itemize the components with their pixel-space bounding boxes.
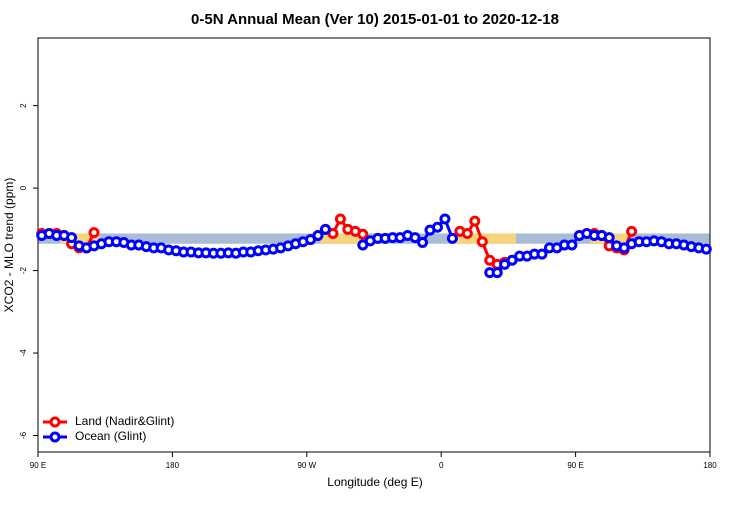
data-point: [409, 232, 421, 244]
x-tick-label: 0: [439, 461, 444, 470]
plot-frame: [37, 37, 711, 453]
data-point: [626, 225, 638, 237]
data-point: [334, 213, 346, 225]
land-band: [320, 233, 360, 244]
data-point: [417, 237, 429, 249]
data-point: [469, 215, 481, 227]
x-tick-label: 180: [166, 461, 180, 470]
legend-marker: [49, 416, 61, 428]
data-point: [357, 228, 369, 240]
chart-title: 0-5N Annual Mean (Ver 10) 2015-01-01 to …: [191, 11, 559, 28]
y-tick-label: -2: [19, 266, 28, 274]
data-point: [431, 221, 443, 233]
data-point: [603, 232, 615, 244]
y-tick-label: 2: [19, 103, 28, 108]
land-band: [60, 233, 100, 244]
data-point: [491, 267, 503, 279]
legend-marker: [49, 431, 61, 443]
data-point: [446, 232, 458, 244]
data-point: [566, 239, 578, 251]
data-point: [312, 230, 324, 242]
data-point: [439, 213, 451, 225]
y-tick-label: 0: [19, 185, 28, 190]
x-tick-label: 90 E: [30, 461, 46, 470]
x-tick-label: 90 W: [297, 461, 316, 470]
x-tick-label: 180: [703, 461, 717, 470]
y-tick-label: -6: [19, 431, 28, 439]
data-point: [700, 243, 712, 255]
data-point: [461, 227, 473, 239]
data-point: [88, 227, 100, 239]
y-axis-label: XCO2 - MLO trend (ppm): [2, 178, 16, 313]
y-tick-label: -4: [19, 349, 28, 357]
legend-label: Land (Nadir&Glint): [75, 414, 174, 428]
legend-label: Ocean (Glint): [75, 429, 146, 443]
data-point: [66, 232, 78, 244]
data-point: [536, 248, 548, 260]
x-axis-label: Longitude (deg E): [327, 475, 422, 489]
data-point: [319, 223, 331, 235]
data-point: [476, 236, 488, 248]
x-tick-label: 90 E: [567, 461, 583, 470]
